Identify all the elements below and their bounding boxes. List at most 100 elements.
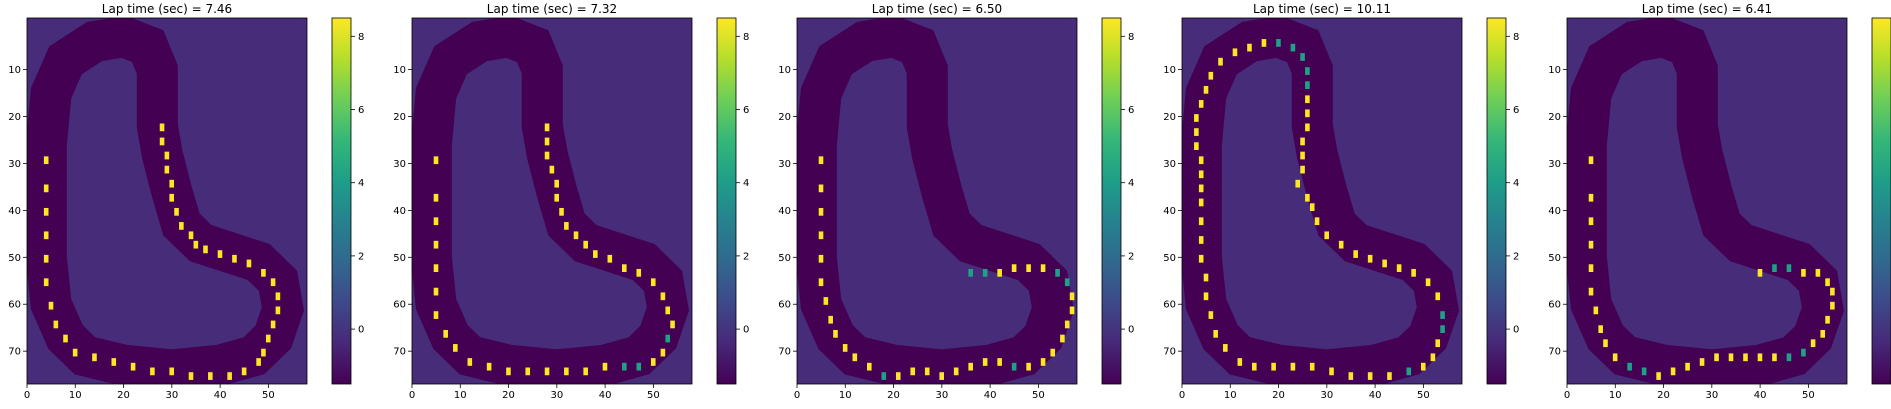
racing-line-cell: [818, 207, 824, 216]
racing-line-cell: [270, 320, 276, 329]
colorbar-tick-label: 0: [1128, 325, 1134, 336]
y-tick-label: 10: [1548, 65, 1561, 76]
x-tick-label: 0: [1564, 390, 1570, 401]
y-tick-label: 30: [8, 159, 21, 170]
colorbar: [1871, 17, 1891, 385]
x-tick-label: 0: [794, 390, 800, 401]
racing-line-cell: [544, 123, 550, 132]
racing-line-cell: [607, 254, 613, 263]
racing-line-cell: [433, 217, 439, 226]
racing-line-cell: [208, 372, 213, 380]
colorbar-tick-label: 6: [1128, 105, 1134, 116]
subplot-2: Lap time (sec) = 7.320 10 20 30 40 5010203040…: [393, 2, 749, 401]
colorbar-tick-label: 0: [743, 325, 749, 336]
racing-line-cell: [559, 207, 564, 216]
racing-line-cell: [1396, 264, 1402, 273]
racing-line-cell: [1382, 259, 1387, 268]
x-tick-label: 50: [647, 390, 660, 401]
racing-line-cell: [227, 372, 232, 380]
racing-line-cell: [1300, 165, 1305, 174]
racing-line-cell: [636, 362, 642, 371]
racing-line-cell: [506, 367, 511, 376]
y-tick-label: 10: [778, 65, 791, 76]
racing-line-cell: [256, 358, 261, 366]
y-tick-label: 30: [1163, 159, 1176, 170]
racing-line-cell: [982, 358, 988, 366]
axes-frame: [26, 17, 308, 385]
racing-line-cell: [650, 278, 656, 287]
racing-line-cell: [1314, 217, 1320, 226]
racing-line-cell: [261, 268, 266, 277]
y-tick-label: 60: [8, 300, 21, 311]
racing-line-cell: [1435, 339, 1441, 348]
racing-line-cell: [818, 254, 824, 263]
subplot-title: Lap time (sec) = 6.41: [1642, 2, 1772, 16]
x-tick-label: 10: [69, 390, 82, 401]
racing-line-cell: [48, 301, 54, 310]
racing-line-cell: [433, 311, 439, 319]
x-tick-label: 20: [502, 390, 515, 401]
racing-line-cell: [544, 137, 550, 146]
racing-line-cell: [1011, 362, 1017, 371]
racing-line-cell: [525, 367, 531, 376]
racing-line-cell: [1064, 320, 1070, 329]
racing-line-cell: [895, 372, 901, 380]
racing-line-cell: [1641, 367, 1647, 376]
racing-line-cell: [1069, 306, 1075, 315]
x-tick-label: 0: [409, 390, 415, 401]
x-tick-label: 20: [1657, 390, 1670, 401]
racing-line-cell: [92, 353, 97, 362]
racing-line-cell: [433, 193, 439, 202]
subplot-title: Lap time (sec) = 6.50: [872, 2, 1002, 16]
racing-line-cell: [1588, 217, 1594, 226]
racing-line-cell: [665, 334, 671, 343]
x-tick-label: 20: [1272, 390, 1285, 401]
racing-line-cell: [270, 278, 276, 287]
y-tick-label: 30: [778, 159, 791, 170]
colorbar-tick-label: 6: [743, 105, 749, 116]
racing-line-cell: [1026, 362, 1031, 371]
racing-line-cell: [1338, 240, 1344, 249]
racing-line-cell: [1247, 43, 1252, 52]
x-tick-label: 10: [1224, 390, 1237, 401]
racing-line-cell: [1300, 53, 1305, 61]
x-tick-label: 20: [117, 390, 130, 401]
track-ring: [797, 18, 1075, 384]
racing-line-cell: [1218, 57, 1223, 66]
y-tick-label: 30: [393, 159, 406, 170]
racing-line-cell: [1198, 100, 1204, 108]
racing-line-cell: [1367, 254, 1373, 263]
subplot-3: Lap time (sec) = 6.500 10 20 30 40 5010203040…: [778, 2, 1134, 401]
y-tick-label: 20: [778, 112, 791, 123]
track-ring: [412, 18, 690, 384]
colorbar-tick-label: 0: [1513, 325, 1519, 336]
racing-line-cell: [602, 362, 608, 371]
y-tick-label: 60: [778, 300, 791, 311]
racing-line-cell: [1290, 43, 1296, 52]
y-tick-label: 40: [778, 206, 791, 217]
racing-line-cell: [660, 348, 666, 357]
racing-line-cell: [1208, 311, 1214, 319]
x-tick-label: 30: [935, 390, 948, 401]
x-tick-label: 50: [1032, 390, 1045, 401]
racing-line-cell: [1420, 362, 1426, 371]
colorbar-tick-label: 8: [358, 32, 364, 43]
x-tick-label: 30: [1320, 390, 1333, 401]
y-tick-label: 50: [778, 253, 791, 264]
colorbar-tick-label: 6: [358, 105, 364, 116]
racing-line-cell: [910, 367, 916, 376]
racing-line-cell: [433, 287, 439, 296]
colorbar-tick-label: 6: [1513, 105, 1519, 116]
racing-line-cell: [544, 367, 550, 376]
racing-line-cell: [1820, 329, 1826, 338]
x-tick-label: 10: [454, 390, 467, 401]
x-tick-label: 50: [1417, 390, 1430, 401]
racing-line-cell: [486, 362, 492, 371]
x-tick-label: 30: [1705, 390, 1718, 401]
racing-line-cell: [939, 372, 944, 380]
racing-line-cell: [43, 156, 49, 165]
racing-line-cell: [833, 329, 838, 338]
racing-line-cell: [43, 207, 49, 216]
racing-line-cell: [1772, 264, 1777, 273]
